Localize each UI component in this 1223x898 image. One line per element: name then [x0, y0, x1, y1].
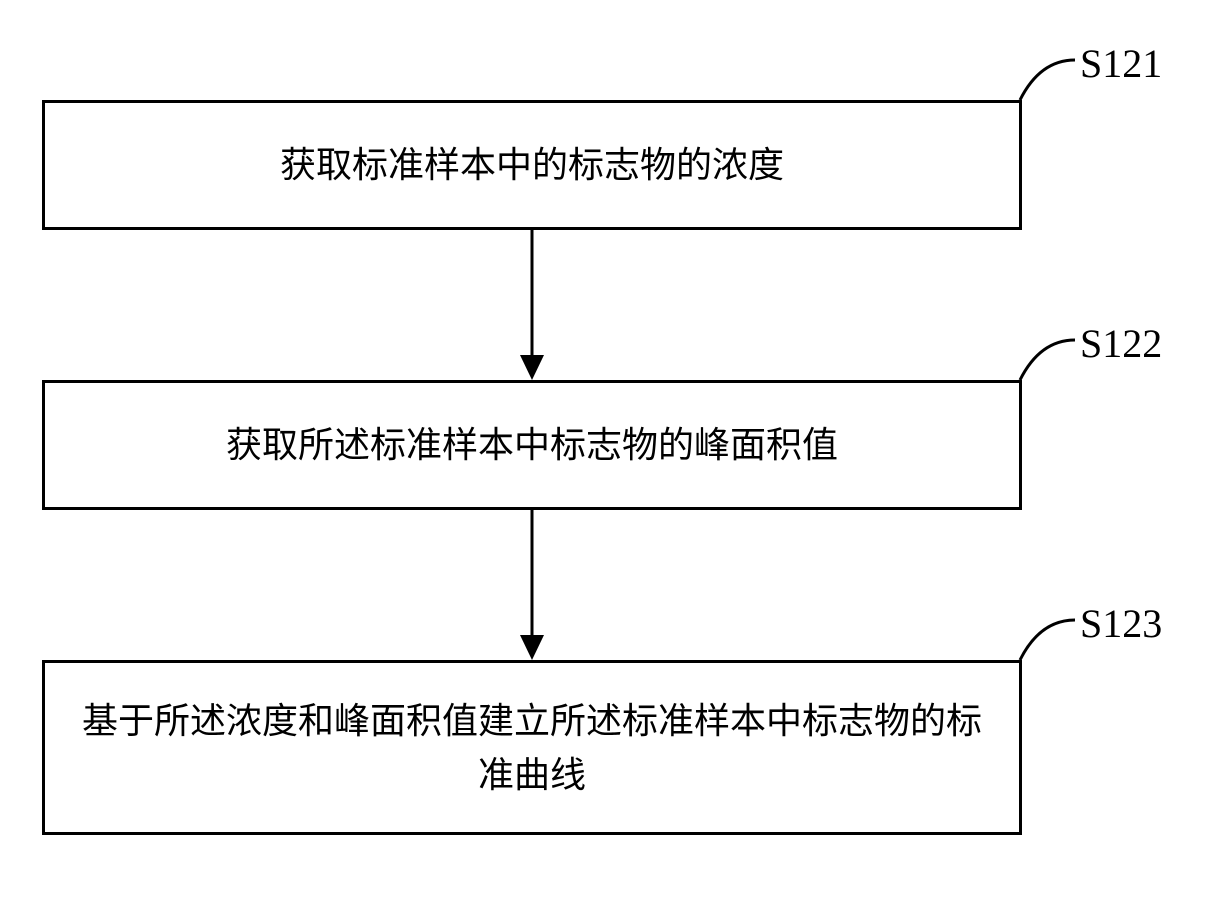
- flowchart-container: 获取标准样本中的标志物的浓度 S121 获取所述标准样本中标志物的峰面积值 S1…: [0, 0, 1223, 898]
- label-text-s123: S123: [1080, 601, 1162, 646]
- label-curve-s123: [0, 0, 1223, 898]
- step-label-s123: S123: [1080, 600, 1162, 647]
